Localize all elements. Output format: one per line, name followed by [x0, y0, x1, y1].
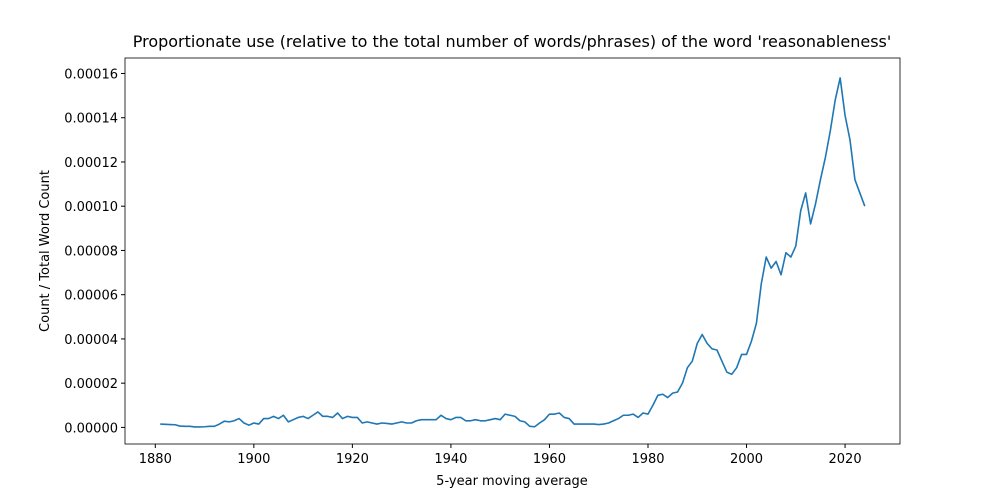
y-tick-label: 0.00014 [64, 112, 118, 127]
plot-frame [124, 57, 901, 445]
y-tick-label: 0.00006 [64, 289, 118, 304]
x-tick-label: 1920 [336, 452, 369, 467]
chart-title: Proportionate use (relative to the total… [133, 32, 892, 51]
y-tick-label: 0.00012 [64, 156, 118, 171]
x-tick-label: 2020 [829, 452, 862, 467]
y-tick-label: 0.00002 [64, 377, 118, 392]
data-line [160, 77, 866, 428]
x-tick-label: 1960 [533, 452, 566, 467]
x-tick-label: 1980 [631, 452, 664, 467]
x-tick-label: 1940 [434, 452, 467, 467]
y-tick-label: 0.00008 [64, 244, 118, 259]
x-tick-label: 1880 [139, 452, 172, 467]
y-tick-label: 0.00010 [64, 200, 118, 215]
y-tick-label: 0.00000 [64, 421, 118, 436]
y-tick-label: 0.00016 [64, 67, 118, 82]
y-tick-label: 0.00004 [64, 333, 118, 348]
x-axis-label: 5-year moving average [436, 474, 588, 489]
x-tick-label: 1900 [237, 452, 270, 467]
y-axis-label: Count / Total Word Count [38, 170, 53, 332]
x-tick-label: 2000 [730, 452, 763, 467]
